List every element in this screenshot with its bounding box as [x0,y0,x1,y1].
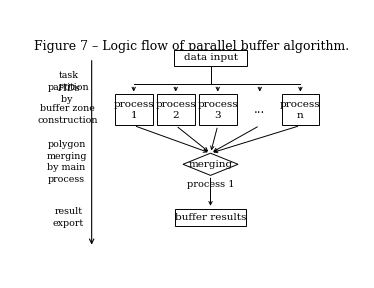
Text: FIDs: FIDs [57,84,80,93]
Text: process
2: process 2 [156,100,196,120]
Text: buffer results: buffer results [175,213,246,222]
Text: result
export: result export [53,207,84,228]
Text: task
partition
by: task partition by [47,71,89,104]
Text: process 1: process 1 [187,180,234,189]
Text: polygon
merging
by main
process: polygon merging by main process [46,140,87,184]
Text: ...: ... [254,103,266,116]
FancyBboxPatch shape [175,209,246,226]
Text: process
n: process n [280,100,321,120]
FancyBboxPatch shape [174,50,247,66]
FancyBboxPatch shape [115,94,153,126]
Text: data input: data input [184,53,237,62]
Text: buffer zone
construction: buffer zone construction [38,105,98,125]
FancyBboxPatch shape [157,94,194,126]
Text: Figure 7 – Logic flow of parallel buffer algorithm.: Figure 7 – Logic flow of parallel buffer… [34,40,349,53]
Text: process
1: process 1 [113,100,154,120]
Polygon shape [183,153,238,175]
FancyBboxPatch shape [282,94,319,126]
Text: process
3: process 3 [197,100,238,120]
FancyBboxPatch shape [199,94,237,126]
Text: merging: merging [188,160,233,169]
